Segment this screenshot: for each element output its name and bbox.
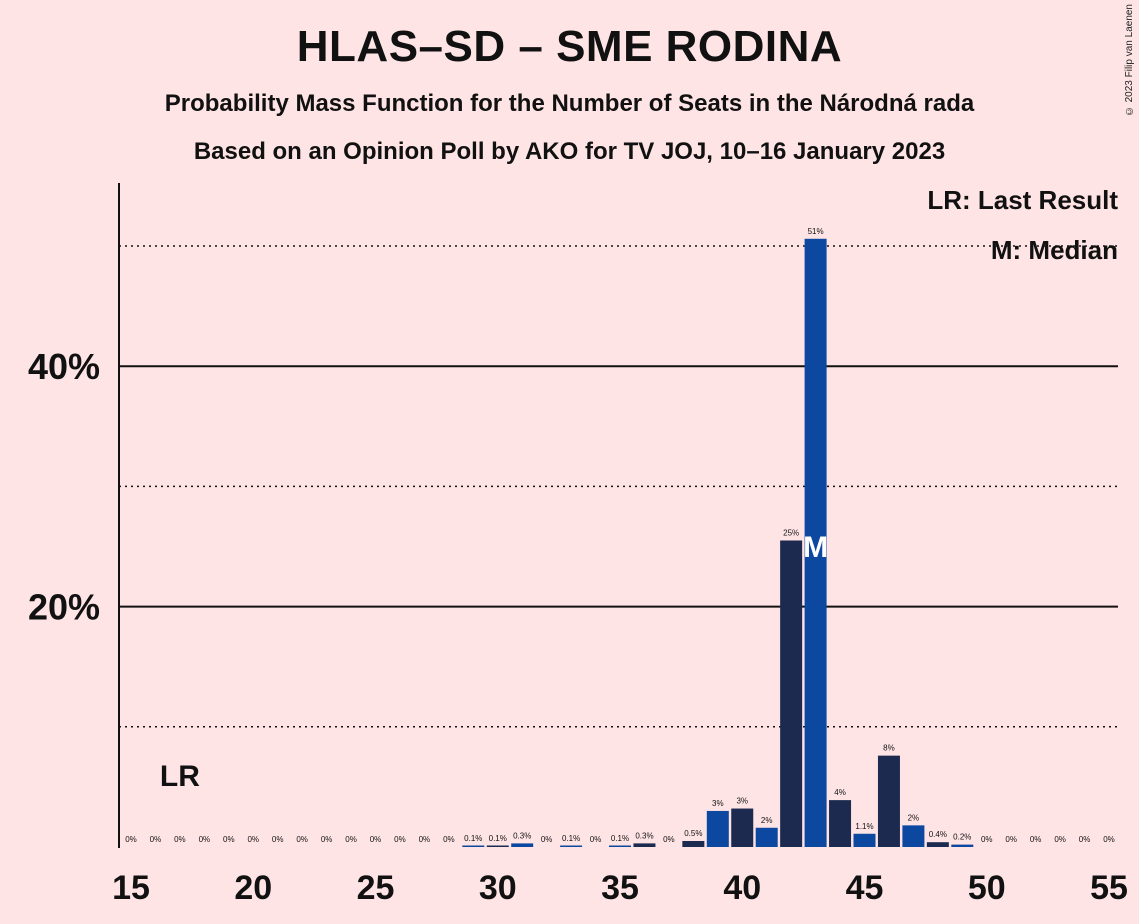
bar-label-37: 0% bbox=[663, 835, 675, 844]
bar-label-29: 0.1% bbox=[464, 834, 482, 843]
bar-label-54: 0% bbox=[1079, 835, 1091, 844]
bar-label-51: 0% bbox=[1005, 835, 1017, 844]
bar-label-55: 0% bbox=[1103, 835, 1115, 844]
bar-label-38: 0.5% bbox=[684, 829, 702, 838]
x-tick-labels: 15 20 25 30 35 40 45 50 55 bbox=[112, 869, 1128, 907]
bar-40 bbox=[731, 808, 754, 847]
bar-label-52: 0% bbox=[1030, 835, 1042, 844]
bar-label-31: 0.3% bbox=[513, 831, 531, 840]
y-tick-labels: 20% 40% bbox=[28, 346, 100, 627]
bar-43 bbox=[804, 238, 827, 848]
x-tick-label: 50 bbox=[968, 869, 1006, 907]
bar-label-25: 0% bbox=[370, 835, 382, 844]
bar-label-24: 0% bbox=[345, 835, 357, 844]
x-tick-label: 15 bbox=[112, 869, 150, 907]
x-tick-label: 25 bbox=[357, 869, 395, 907]
bar-33 bbox=[560, 845, 583, 847]
bar-41 bbox=[755, 827, 778, 847]
bar-label-44: 4% bbox=[834, 788, 846, 797]
bar-label-30: 0.1% bbox=[489, 834, 507, 843]
grid-lines bbox=[119, 245, 1118, 728]
bar-label-42: 25% bbox=[783, 528, 799, 537]
bar-30 bbox=[486, 845, 509, 847]
bar-49 bbox=[951, 844, 974, 847]
bar-label-22: 0% bbox=[296, 835, 308, 844]
bar-label-53: 0% bbox=[1054, 835, 1066, 844]
bar-label-50: 0% bbox=[981, 835, 993, 844]
bar-label-46: 8% bbox=[883, 744, 895, 753]
bar-36 bbox=[633, 843, 656, 847]
bar-label-26: 0% bbox=[394, 835, 406, 844]
bar-44 bbox=[829, 800, 852, 847]
legend-median: M: Median bbox=[991, 235, 1118, 265]
x-tick-label: 40 bbox=[723, 869, 761, 907]
bar-label-20: 0% bbox=[247, 835, 259, 844]
bar-47 bbox=[902, 825, 925, 847]
bar-39 bbox=[706, 810, 729, 847]
bar-label-32: 0% bbox=[541, 835, 553, 844]
legend-last-result: LR: Last Result bbox=[927, 185, 1118, 215]
x-tick-label: 55 bbox=[1090, 869, 1128, 907]
bar-label-19: 0% bbox=[223, 835, 235, 844]
bars bbox=[462, 238, 974, 848]
x-tick-label: 45 bbox=[846, 869, 884, 907]
bar-45 bbox=[853, 833, 876, 847]
bar-label-39: 3% bbox=[712, 799, 724, 808]
bar-label-15: 0% bbox=[125, 835, 137, 844]
bar-label-23: 0% bbox=[321, 835, 333, 844]
chart-source: Based on an Opinion Poll by AKO for TV J… bbox=[193, 138, 946, 165]
bar-label-45: 1.1% bbox=[855, 822, 873, 831]
y-tick-label: 40% bbox=[28, 346, 100, 387]
x-tick-label: 30 bbox=[479, 869, 517, 907]
x-tick-label: 35 bbox=[601, 869, 639, 907]
median-marker: M bbox=[803, 531, 828, 564]
bar-label-40: 3% bbox=[736, 797, 748, 806]
bar-label-41: 2% bbox=[761, 816, 773, 825]
bar-label-18: 0% bbox=[199, 835, 211, 844]
bar-label-34: 0% bbox=[590, 835, 602, 844]
chart-subtitle: Probability Mass Function for the Number… bbox=[164, 90, 975, 117]
bar-42 bbox=[780, 540, 803, 847]
y-tick-label: 20% bbox=[28, 587, 100, 628]
bar-46 bbox=[877, 755, 900, 847]
bar-labels: 0% 0% 0% 0% 0% 0% 0% 0% 0% 0% 0% 0% 0% 0% 0.1% 0.1% 0.3%… bbox=[125, 227, 1115, 844]
bar-label-49: 0.2% bbox=[953, 833, 971, 842]
bar-31 bbox=[511, 843, 534, 847]
bar-label-33: 0.1% bbox=[562, 834, 580, 843]
bar-label-28: 0% bbox=[443, 835, 455, 844]
chart-title: HLAS–SD – SME RODINA bbox=[296, 22, 843, 71]
bar-35 bbox=[609, 845, 631, 847]
x-tick-label: 20 bbox=[234, 869, 272, 907]
bar-label-48: 0.4% bbox=[929, 830, 947, 839]
bar-label-21: 0% bbox=[272, 835, 284, 844]
bar-label-35: 0.1% bbox=[611, 834, 629, 843]
bar-48 bbox=[926, 842, 949, 847]
last-result-marker: LR bbox=[160, 760, 200, 793]
bar-29 bbox=[462, 845, 485, 847]
bar-label-16: 0% bbox=[150, 835, 162, 844]
bar-label-17: 0% bbox=[174, 835, 186, 844]
bar-38 bbox=[682, 840, 705, 847]
bar-label-36: 0.3% bbox=[635, 831, 653, 840]
bar-label-27: 0% bbox=[419, 835, 431, 844]
bar-label-43: 51% bbox=[808, 227, 824, 236]
bar-label-47: 2% bbox=[908, 813, 920, 822]
